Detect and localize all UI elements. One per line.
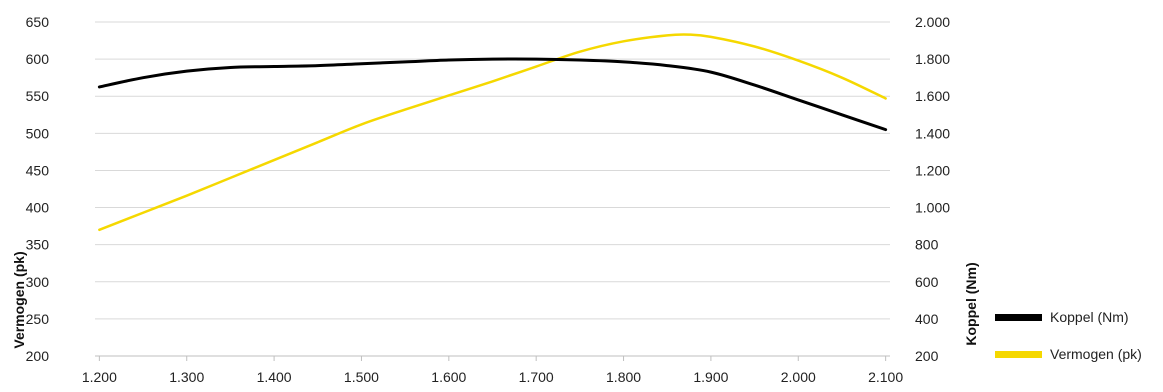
right-y-axis-ticks: 200 400 600 800 1.000 1.200 1.400 1.600 1.800 2.0… (915, 14, 950, 364)
legend-label: Vermogen (pk) (1050, 346, 1142, 362)
right-tick-label: 600 (915, 274, 939, 290)
x-tick-label: 2.000 (781, 369, 816, 385)
right-tick-label: 1.800 (915, 51, 950, 67)
left-tick-label: 450 (26, 162, 50, 178)
x-tick-label: 1.700 (519, 369, 554, 385)
series-lines (97, 33, 888, 232)
left-tick-label: 650 (26, 14, 50, 30)
right-tick-label: 1.600 (915, 88, 950, 104)
right-tick-label: 1.000 (915, 200, 950, 216)
left-tick-label: 350 (26, 237, 50, 253)
left-tick-label: 500 (26, 125, 50, 141)
x-axis-ticks: 1.200 1.300 1.400 1.500 1.600 1.700 1.800 1.900… (82, 355, 903, 385)
left-tick-label: 400 (26, 200, 50, 216)
right-tick-label: 200 (915, 348, 939, 364)
right-tick-label: 400 (915, 311, 939, 327)
right-tick-label: 1.200 (915, 162, 950, 178)
left-tick-label: 550 (26, 88, 50, 104)
legend-label: Koppel (Nm) (1050, 309, 1129, 325)
legend: Koppel (Nm) Vermogen (pk) (995, 309, 1142, 362)
x-tick-label: 2.100 (868, 369, 903, 385)
left-tick-label: 600 (26, 51, 50, 67)
x-tick-label: 1.300 (169, 369, 204, 385)
gridlines (95, 21, 890, 357)
left-y-axis-ticks: 200 250 300 350 400 450 500 550 600 650 (26, 14, 50, 364)
legend-swatch (995, 351, 1042, 358)
right-tick-label: 2.000 (915, 14, 950, 30)
series-line-vermogen-pk (98, 33, 887, 232)
right-tick-label: 800 (915, 237, 939, 253)
left-tick-label: 250 (26, 311, 50, 327)
x-tick-label: 1.900 (693, 369, 728, 385)
left-axis-title: Vermogen (pk) (11, 251, 27, 348)
x-tick-label: 1.600 (431, 369, 466, 385)
x-tick-label: 1.200 (82, 369, 117, 385)
x-tick-label: 1.800 (606, 369, 641, 385)
x-tick-label: 1.500 (344, 369, 379, 385)
x-tick-label: 1.400 (257, 369, 292, 385)
right-axis-title: Koppel (Nm) (963, 262, 979, 345)
legend-swatch (995, 314, 1042, 321)
left-tick-label: 200 (26, 348, 50, 364)
series-line-koppel-nm (97, 57, 888, 132)
right-tick-label: 1.400 (915, 125, 950, 141)
left-tick-label: 300 (26, 274, 50, 290)
